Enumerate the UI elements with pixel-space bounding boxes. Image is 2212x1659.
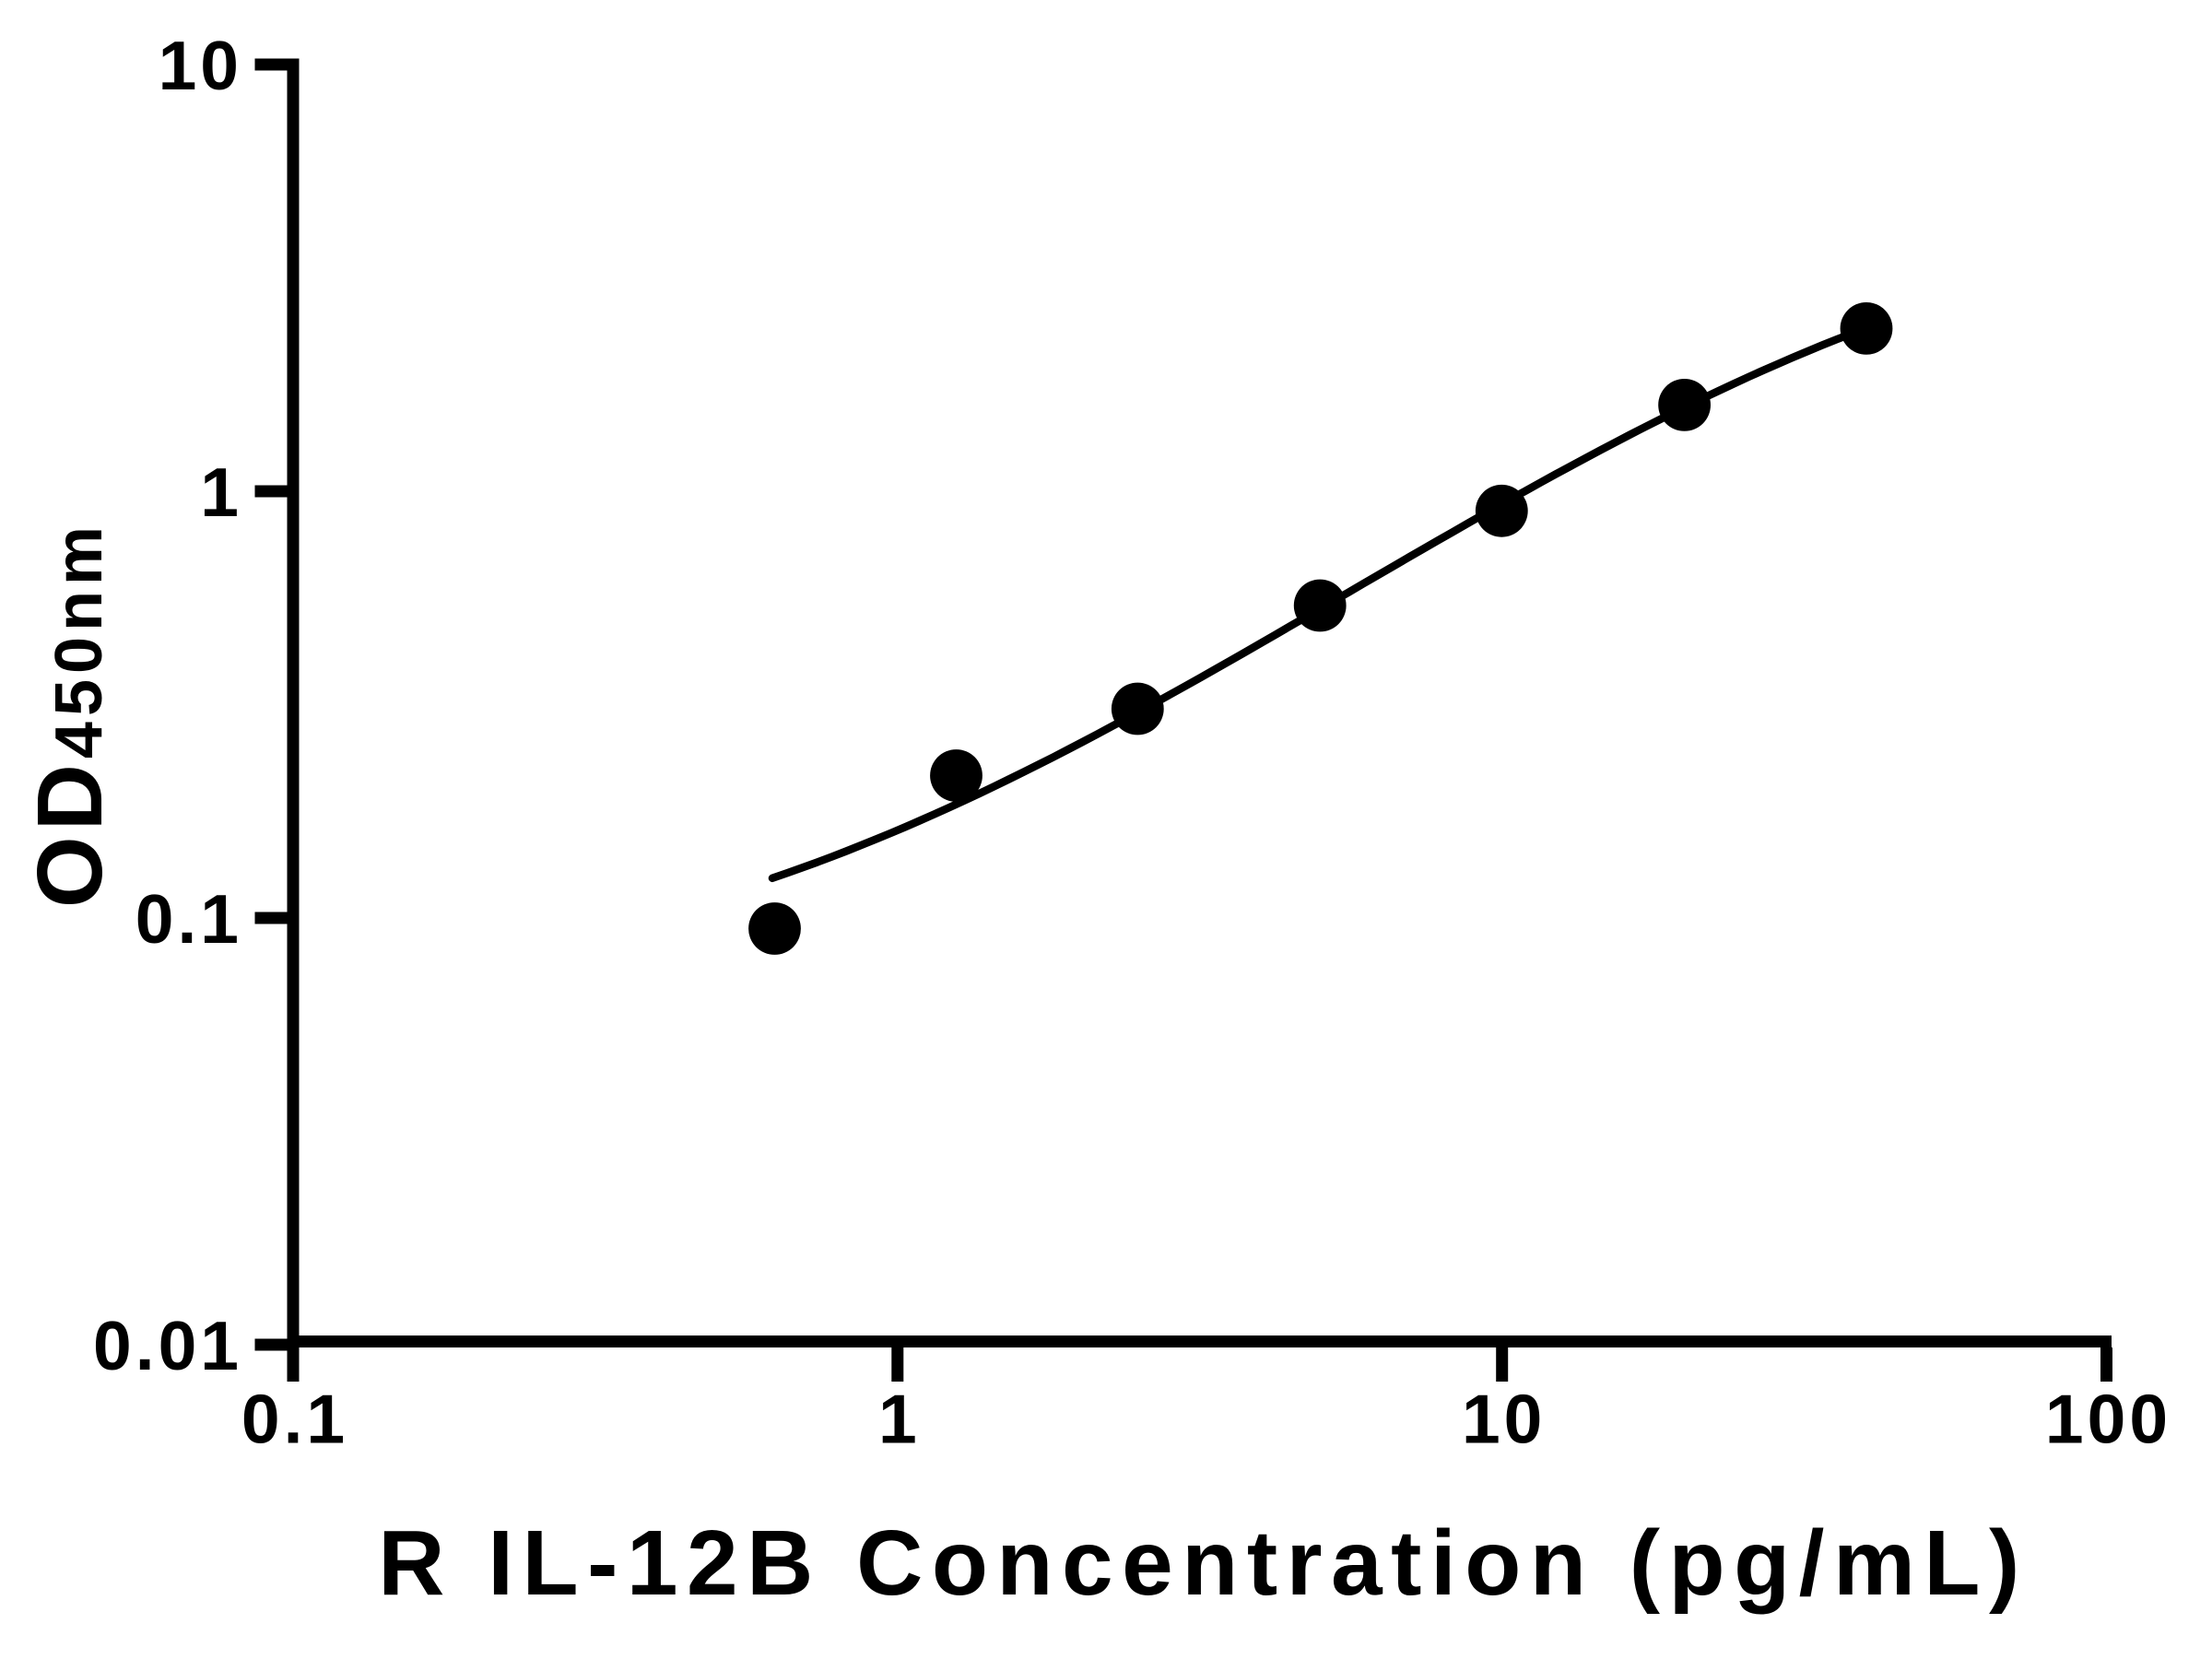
svg-text:1: 1: [200, 453, 242, 531]
svg-text:1: 1: [878, 1381, 921, 1458]
svg-text:0.01: 0.01: [93, 1307, 242, 1384]
svg-text:10: 10: [1462, 1381, 1546, 1458]
svg-text:0.1: 0.1: [135, 880, 242, 958]
svg-text:10: 10: [159, 27, 242, 104]
svg-text:R IL-12B Concentration (pg/mL): R IL-12B Concentration (pg/mL): [378, 1512, 2029, 1615]
svg-text:0.1: 0.1: [241, 1381, 348, 1458]
svg-text:100: 100: [2045, 1381, 2171, 1458]
